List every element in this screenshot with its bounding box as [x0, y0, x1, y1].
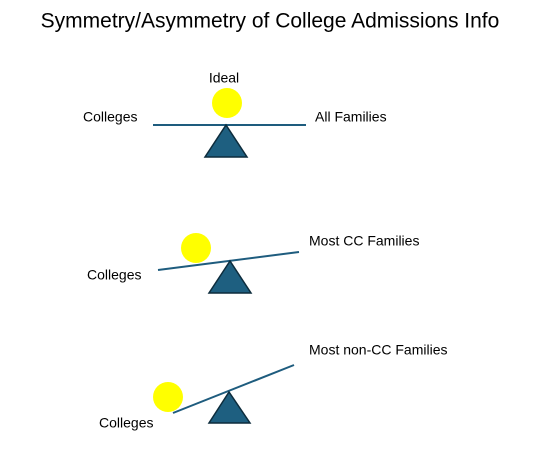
scale-ideal: Ideal Colleges All Families [83, 70, 387, 158]
fulcrum [207, 390, 252, 424]
right-label: Most non-CC Families [309, 342, 447, 358]
fulcrum [207, 259, 253, 294]
fulcrum [203, 123, 249, 158]
beam [172, 364, 295, 414]
scale-cc: Colleges Most CC Families [87, 233, 419, 294]
right-label: All Families [315, 109, 387, 125]
scale-non-cc: Colleges Most non-CC Families [99, 342, 447, 431]
left-label: Colleges [83, 109, 137, 125]
left-label: Colleges [87, 267, 141, 283]
top-label: Ideal [209, 70, 239, 86]
left-label: Colleges [99, 415, 153, 431]
title: Symmetry/Asymmetry of College Admissions… [41, 10, 500, 33]
beam [157, 251, 300, 271]
ball [181, 233, 211, 263]
ball [153, 382, 183, 412]
ball [212, 88, 242, 118]
right-label: Most CC Families [309, 233, 419, 249]
